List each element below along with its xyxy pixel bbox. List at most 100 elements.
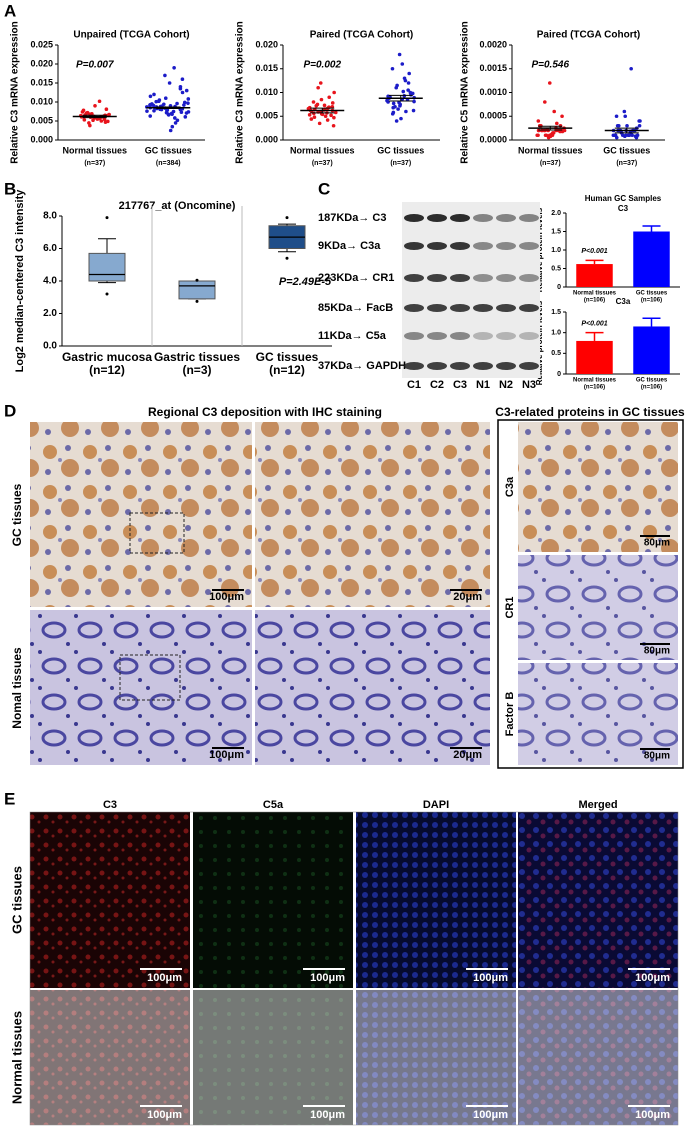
data-point xyxy=(396,107,400,111)
lane-label: C2 xyxy=(430,379,444,391)
y-tick-label: 6.0 xyxy=(43,243,57,254)
chart-title: 217767_at (Oncomine) xyxy=(119,200,236,212)
data-point xyxy=(395,83,399,88)
lane-label: N1 xyxy=(476,379,490,391)
blot-band xyxy=(427,362,447,370)
blot-band xyxy=(427,332,447,340)
chart-subtitle: C3 xyxy=(618,204,629,213)
row-label: C3a xyxy=(504,476,516,497)
scale-bar-label: 100μm xyxy=(209,749,244,761)
scale-bar-label: 100μm xyxy=(310,1109,345,1121)
bar xyxy=(576,264,613,287)
fluorescence-frame xyxy=(29,811,679,1126)
blot-band xyxy=(473,274,493,282)
blot-band xyxy=(519,362,539,370)
data-point xyxy=(332,115,336,120)
data-point xyxy=(638,119,642,123)
data-point xyxy=(611,133,616,138)
y-tick-label: 0.5 xyxy=(551,265,561,272)
category-label: GC tissues xyxy=(145,145,192,155)
data-point xyxy=(412,99,416,104)
bar xyxy=(633,231,670,287)
blot-band xyxy=(519,242,539,250)
data-point xyxy=(97,99,102,104)
blot-band xyxy=(427,304,447,312)
scale-bar-label: 100μm xyxy=(147,1109,182,1121)
data-point xyxy=(316,85,320,90)
blot-band xyxy=(450,214,470,222)
n-label: (n=106) xyxy=(584,385,605,391)
y-tick-label: 0.020 xyxy=(30,58,53,68)
data-point xyxy=(635,133,640,138)
blot-background xyxy=(402,202,540,378)
data-point xyxy=(184,111,189,115)
scale-bar-label: 20μm xyxy=(453,591,482,603)
data-point xyxy=(306,106,311,111)
n-label: (n=37) xyxy=(616,160,637,167)
category-label: GC tissues xyxy=(256,350,319,364)
data-point xyxy=(390,66,395,71)
n-label: (n=37) xyxy=(540,160,561,167)
panel-label: B xyxy=(4,179,16,198)
data-point xyxy=(550,133,555,138)
data-point xyxy=(404,109,408,114)
data-point xyxy=(184,88,189,93)
box xyxy=(178,280,216,300)
scale-bar-label: 100μm xyxy=(635,1109,670,1121)
n-label: (n=37) xyxy=(312,160,333,167)
data-point xyxy=(183,115,188,119)
data-point xyxy=(543,100,547,104)
data-point xyxy=(152,92,156,97)
blot-band xyxy=(450,242,470,250)
data-point xyxy=(397,100,401,105)
data-point xyxy=(397,52,402,57)
y-tick-label: 0.015 xyxy=(30,77,53,87)
y-tick-label: 0.025 xyxy=(30,39,53,49)
scale-bar-label: 100μm xyxy=(310,972,345,984)
y-tick-label: 4.0 xyxy=(43,276,57,287)
data-point xyxy=(615,123,620,128)
data-point xyxy=(99,119,104,123)
data-point xyxy=(536,119,541,123)
data-point xyxy=(167,81,172,85)
blot-band xyxy=(404,362,424,370)
inset-box xyxy=(119,654,181,701)
y-tick-label: 0.0000 xyxy=(479,134,507,144)
data-point xyxy=(163,73,167,78)
blot-band xyxy=(496,332,516,340)
blot-band xyxy=(519,214,539,222)
blot-band xyxy=(404,274,424,282)
row-label: Nomal tissues xyxy=(10,647,24,729)
row-label: Factor B xyxy=(504,692,516,737)
data-point xyxy=(627,133,631,138)
fluorescence-image xyxy=(30,990,190,1125)
blot-band xyxy=(496,304,516,312)
y-tick-label: 1.5 xyxy=(551,309,561,316)
data-point xyxy=(320,112,325,117)
category-label: Normal tissues xyxy=(573,291,617,297)
blot-band xyxy=(519,274,539,282)
blot-label: 223KDa→ CR1 xyxy=(318,272,394,284)
blot-band xyxy=(450,362,470,370)
blot-band xyxy=(404,304,424,312)
y-tick-label: 8.0 xyxy=(43,211,57,222)
y-tick-label: 0.015 xyxy=(255,63,278,73)
data-point xyxy=(317,121,322,126)
blot-band xyxy=(473,214,493,222)
n-label: (n=37) xyxy=(390,160,411,167)
data-point xyxy=(552,109,557,114)
data-point xyxy=(625,123,629,128)
data-point xyxy=(332,90,336,95)
data-point xyxy=(629,66,633,71)
y-tick-label: 0.0 xyxy=(43,341,57,352)
scale-bar-label: 80μm xyxy=(644,751,670,762)
outlier xyxy=(105,216,109,220)
data-point xyxy=(394,119,399,123)
fluorescence-image xyxy=(518,812,678,988)
data-point xyxy=(403,78,408,83)
data-point xyxy=(309,117,314,121)
scale-bar-label: 80μm xyxy=(644,646,670,657)
data-point xyxy=(622,134,627,138)
data-point xyxy=(331,123,336,128)
fluorescence-image xyxy=(193,990,353,1125)
